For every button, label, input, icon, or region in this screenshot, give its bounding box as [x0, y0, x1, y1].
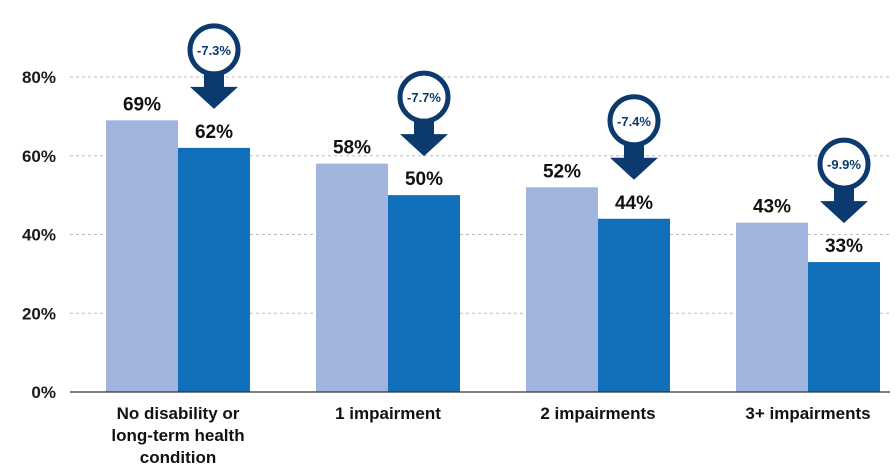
x-category-line: 3+ impairments — [745, 404, 870, 423]
data-label: 69% — [123, 94, 161, 115]
data-label: 58% — [333, 138, 371, 159]
x-category-label: 3+ impairments — [745, 404, 870, 423]
data-label: 50% — [405, 169, 443, 190]
change-arrow: -7.3% — [187, 23, 241, 109]
y-tick-label: 40% — [22, 226, 56, 245]
data-label: 62% — [195, 122, 233, 143]
change-badge — [187, 23, 241, 77]
change-arrow: -7.4% — [607, 94, 661, 180]
y-tick-label: 80% — [22, 68, 56, 87]
bar-series-2 — [808, 262, 880, 392]
data-label: 52% — [543, 161, 581, 182]
x-category-line: 1 impairment — [335, 404, 441, 423]
x-category-label: No disability or long-term health conditio… — [111, 404, 244, 466]
change-badge — [817, 137, 871, 191]
change-label: -7.4% — [617, 114, 651, 129]
change-arrows: -7.3% -7.7% -7.4% -9.9% — [187, 23, 871, 224]
y-tick-label: 60% — [22, 147, 56, 166]
bar-series-2 — [178, 147, 250, 392]
x-category-line: condition — [140, 448, 216, 466]
change-arrow: -9.9% — [817, 137, 871, 224]
gridlines — [70, 76, 890, 314]
y-tick-label: 0% — [31, 383, 56, 402]
x-category-line: 2 impairments — [540, 404, 655, 423]
change-label: -9.9% — [827, 157, 861, 172]
arrow-down-icon — [610, 138, 658, 180]
data-labels: 69% 58% 52% 43% 62% 50% 44% 33% — [123, 94, 863, 257]
bar-series-1 — [526, 187, 598, 392]
x-category-line: No disability or — [117, 404, 240, 423]
bars — [106, 120, 880, 392]
arrow-down-icon — [190, 67, 238, 109]
arrow-down-icon — [400, 115, 448, 157]
bar-series-1 — [106, 120, 178, 392]
change-badge — [397, 70, 451, 124]
bar-series-1 — [736, 222, 808, 392]
x-category-label: 2 impairments — [540, 404, 655, 423]
data-label: 43% — [753, 197, 791, 218]
x-category-label: 1 impairment — [335, 404, 441, 423]
bar-series-1 — [316, 163, 388, 392]
axes: 0% 20% 40% 60% 80% No disability or long-term … — [22, 68, 890, 466]
change-label: -7.7% — [407, 90, 441, 105]
bar-series-2 — [598, 218, 670, 392]
bar-series-2 — [388, 195, 460, 392]
change-arrow: -7.7% — [397, 70, 451, 157]
y-tick-label: 20% — [22, 304, 56, 323]
arrow-down-icon — [820, 182, 868, 224]
data-label: 44% — [615, 193, 653, 214]
change-badge — [607, 94, 661, 148]
x-category-line: long-term health — [111, 426, 244, 445]
data-label: 33% — [825, 236, 863, 257]
change-label: -7.3% — [197, 43, 231, 58]
